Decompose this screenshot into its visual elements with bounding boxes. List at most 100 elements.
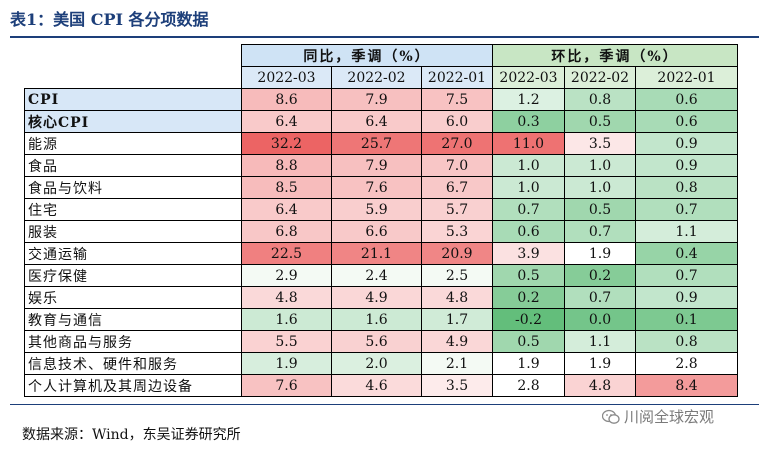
yoy-group-header: 同比，季调（%） <box>241 44 493 67</box>
mom-cell: 0.9 <box>635 154 738 177</box>
watermark: 川阅全球宏观 <box>602 406 714 427</box>
yoy-cell: 7.0 <box>421 154 493 177</box>
header-blank <box>25 45 242 67</box>
mom-cell: 0.2 <box>564 264 636 287</box>
mom-cell: 0.6 <box>635 110 738 133</box>
mom-cell: 1.9 <box>564 242 636 265</box>
yoy-cell: 6.6 <box>331 220 422 243</box>
mom-cell: 1.0 <box>564 176 636 199</box>
mom-group-header: 环比，季调（%） <box>492 44 738 67</box>
mom-cell: 2.8 <box>492 374 565 397</box>
period-header: 2022-01 <box>421 66 493 89</box>
yoy-cell: 3.5 <box>421 374 493 397</box>
table-title: 表1：美国 CPI 各分项数据 <box>10 10 209 29</box>
mom-cell: 0.0 <box>564 308 636 331</box>
mom-cell: 0.8 <box>635 330 738 353</box>
mom-cell: 0.8 <box>635 176 738 199</box>
wechat-icon <box>602 409 620 424</box>
yoy-cell: 5.7 <box>421 198 493 221</box>
period-header: 2022-02 <box>564 66 636 89</box>
row-label: 教育与通信 <box>24 308 242 331</box>
yoy-cell: 5.3 <box>421 220 493 243</box>
mom-cell: 0.7 <box>564 220 636 243</box>
yoy-cell: 2.4 <box>331 264 422 287</box>
source-note: 数据来源：Wind，东吴证券研究所 <box>22 427 241 443</box>
yoy-cell: 7.9 <box>331 88 422 111</box>
table-row: 食品 8.8 7.9 7.0 1.0 1.0 0.9 <box>24 154 738 177</box>
yoy-cell: 6.4 <box>241 110 332 133</box>
yoy-cell: 1.7 <box>421 308 493 331</box>
mom-cell: 0.4 <box>635 242 738 265</box>
table-row: 住宅 6.4 5.9 5.7 0.7 0.5 0.7 <box>24 198 738 221</box>
row-label: 服装 <box>24 220 242 243</box>
table-row: 个人计算机及其周边设备 7.6 4.6 3.5 2.8 4.8 8.4 <box>24 374 738 397</box>
mom-cell: 0.1 <box>635 308 738 331</box>
mom-cell: 1.0 <box>564 154 636 177</box>
row-label: 能源 <box>24 132 242 155</box>
yoy-cell: 1.6 <box>331 308 422 331</box>
row-label: 医疗保健 <box>24 264 242 287</box>
yoy-cell: 32.2 <box>241 132 332 155</box>
yoy-cell: 5.6 <box>331 330 422 353</box>
mom-cell: 0.9 <box>635 286 738 309</box>
row-label: 其他商品与服务 <box>24 330 242 353</box>
table-row: 服装 6.8 6.6 5.3 0.6 0.7 1.1 <box>24 220 738 243</box>
mom-cell: 0.2 <box>492 286 565 309</box>
mom-cell: 3.5 <box>564 132 636 155</box>
yoy-cell: 6.8 <box>241 220 332 243</box>
yoy-cell: 20.9 <box>421 242 493 265</box>
mom-cell: 0.7 <box>635 264 738 287</box>
title-rule <box>10 36 759 38</box>
yoy-cell: 5.9 <box>331 198 422 221</box>
row-label: 食品 <box>24 154 242 177</box>
yoy-cell: 4.9 <box>421 330 493 353</box>
table-row: 食品与饮料 8.5 7.6 6.7 1.0 1.0 0.8 <box>24 176 738 199</box>
table-row: 娱乐 4.8 4.9 4.8 0.2 0.7 0.9 <box>24 286 738 309</box>
mom-cell: 1.0 <box>492 154 565 177</box>
row-label: 娱乐 <box>24 286 242 309</box>
table-row: 信息技术、硬件和服务 1.9 2.0 2.1 1.9 1.9 2.8 <box>24 352 738 375</box>
period-header: 2022-03 <box>241 66 332 89</box>
mom-cell: 1.9 <box>492 352 565 375</box>
mom-cell: 1.1 <box>635 220 738 243</box>
row-label: 个人计算机及其周边设备 <box>24 374 242 397</box>
mom-cell: 0.6 <box>492 220 565 243</box>
mom-cell: 0.6 <box>635 88 738 111</box>
mom-cell: 0.8 <box>564 88 636 111</box>
yoy-cell: 8.5 <box>241 176 332 199</box>
mom-cell: 0.3 <box>492 110 565 133</box>
yoy-cell: 22.5 <box>241 242 332 265</box>
mom-cell: 3.9 <box>492 242 565 265</box>
period-header: 2022-01 <box>635 66 738 89</box>
table-row: 交通运输 22.5 21.1 20.9 3.9 1.9 0.4 <box>24 242 738 265</box>
row-label: 信息技术、硬件和服务 <box>24 352 242 375</box>
yoy-cell: 1.9 <box>241 352 332 375</box>
yoy-cell: 2.5 <box>421 264 493 287</box>
yoy-cell: 25.7 <box>331 132 422 155</box>
yoy-cell: 8.6 <box>241 88 332 111</box>
header-blank <box>25 67 242 89</box>
mom-cell: 11.0 <box>492 132 565 155</box>
mom-cell: 2.8 <box>635 352 738 375</box>
mom-cell: 1.2 <box>492 88 565 111</box>
yoy-cell: 2.9 <box>241 264 332 287</box>
mom-cell: 0.7 <box>492 198 565 221</box>
yoy-cell: 4.8 <box>241 286 332 309</box>
row-label: 住宅 <box>24 198 242 221</box>
yoy-cell: 4.9 <box>331 286 422 309</box>
yoy-cell: 6.0 <box>421 110 493 133</box>
row-label: 交通运输 <box>24 242 242 265</box>
table-row: 其他商品与服务 5.5 5.6 4.9 0.5 1.1 0.8 <box>24 330 738 353</box>
mom-cell: 1.9 <box>564 352 636 375</box>
yoy-cell: 2.1 <box>421 352 493 375</box>
cpi-table: 同比，季调（%） 环比，季调（%） 2022-03 2022-02 2022-0… <box>24 44 738 397</box>
mom-cell: 4.8 <box>564 374 636 397</box>
yoy-cell: 6.4 <box>331 110 422 133</box>
yoy-cell: 8.8 <box>241 154 332 177</box>
mom-cell: -0.2 <box>492 308 565 331</box>
mom-cell: 1.0 <box>492 176 565 199</box>
yoy-cell: 7.9 <box>331 154 422 177</box>
mom-cell: 0.5 <box>564 198 636 221</box>
mom-cell: 0.5 <box>492 264 565 287</box>
yoy-cell: 7.6 <box>331 176 422 199</box>
